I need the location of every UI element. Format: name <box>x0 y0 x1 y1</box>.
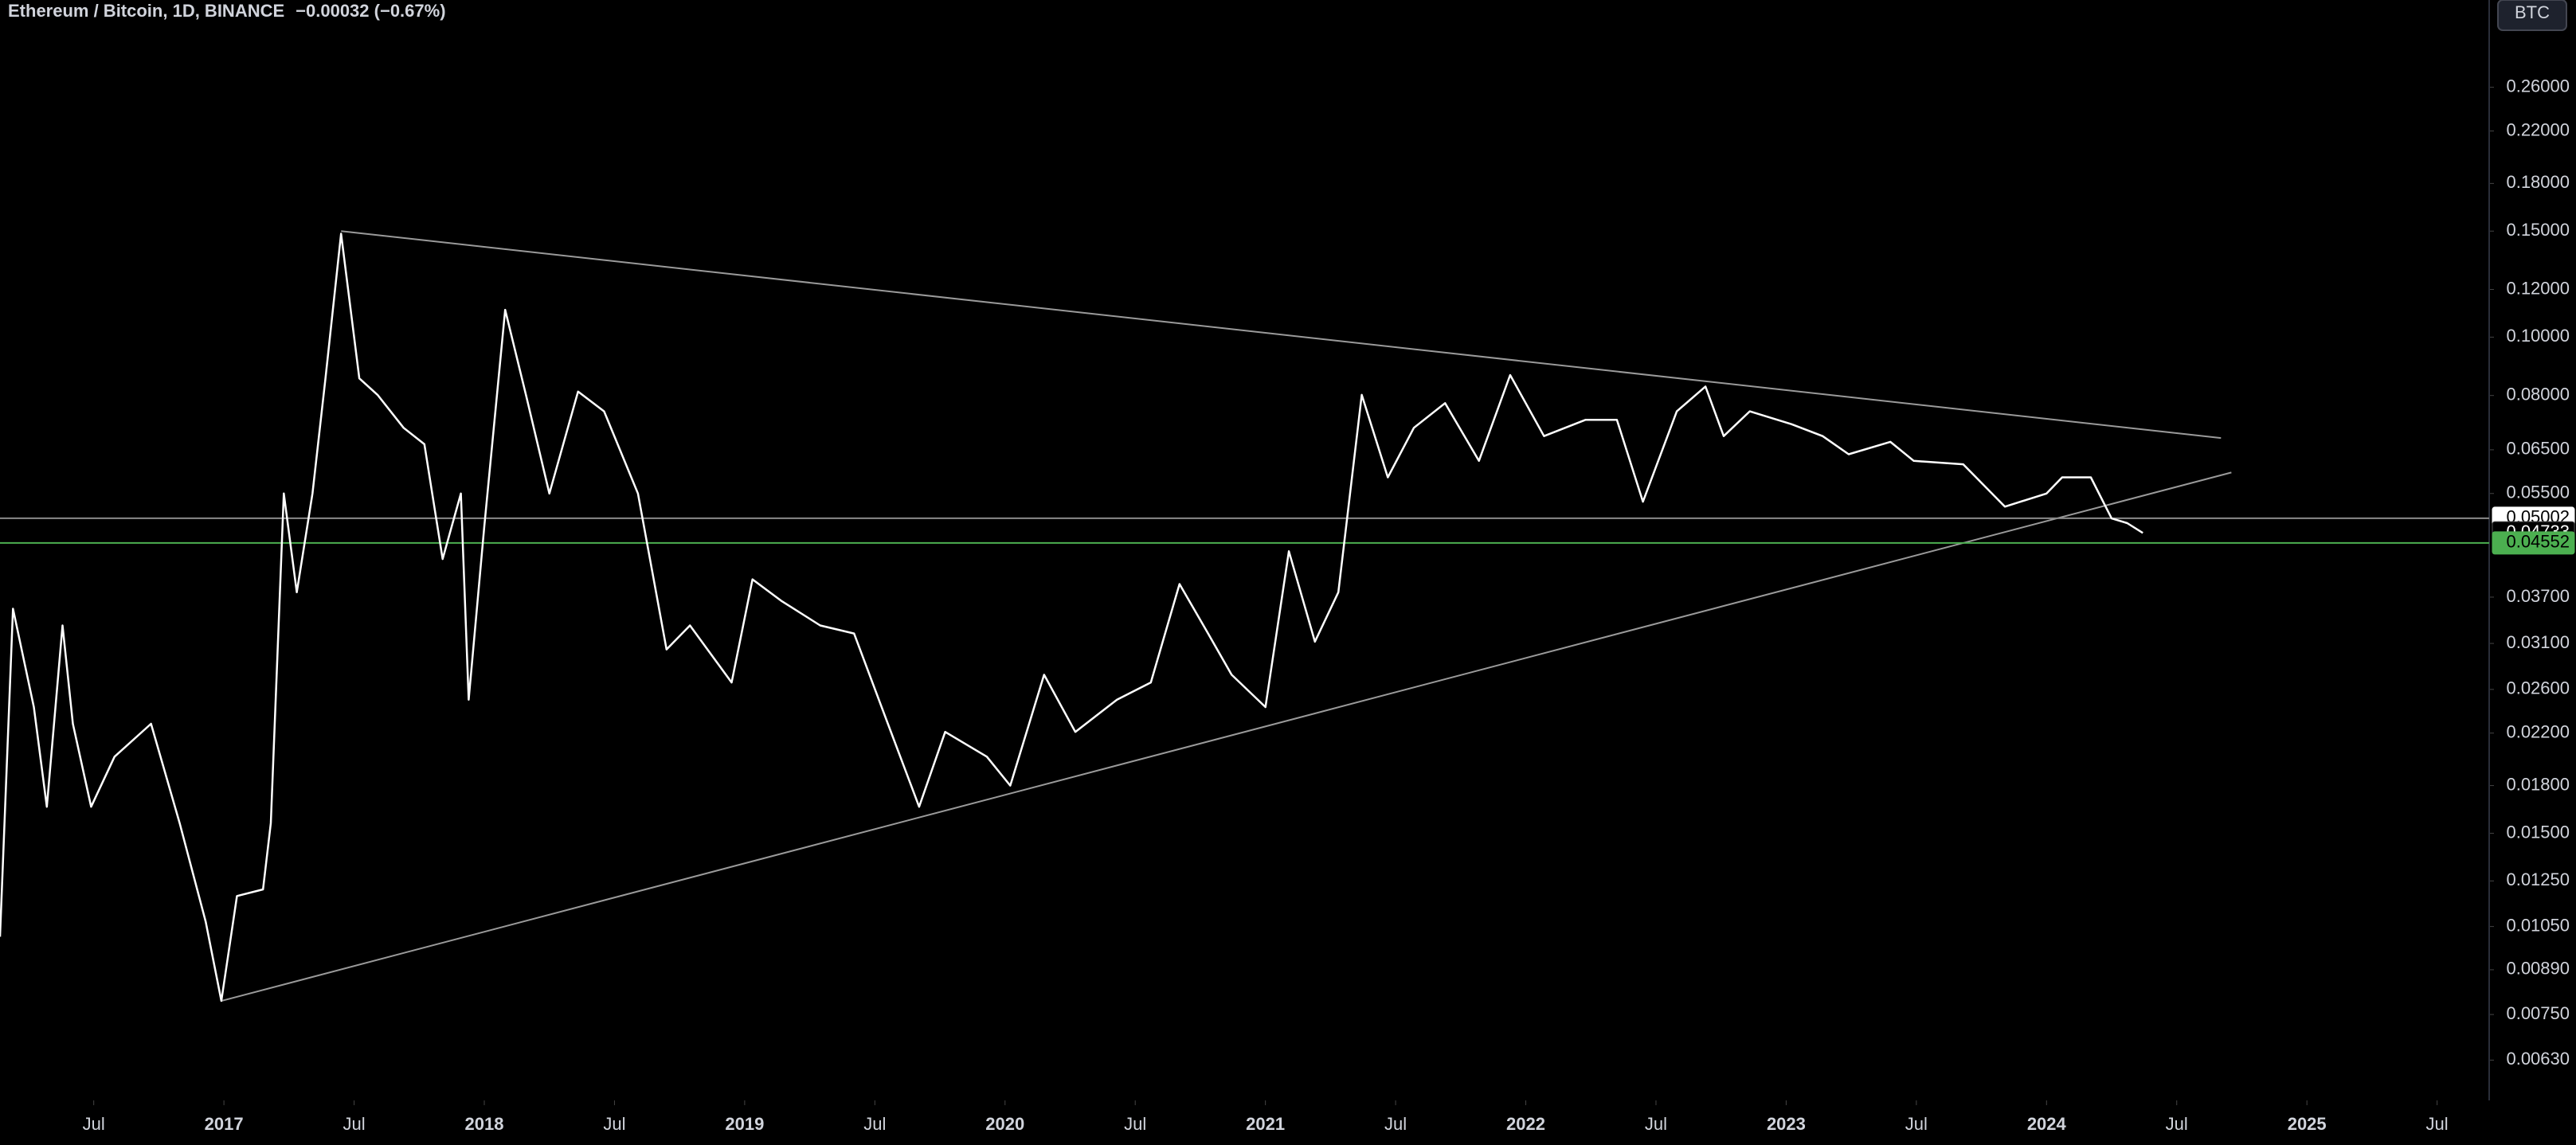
price-label-box <box>2492 531 2575 555</box>
x-tick-label: Jul <box>2426 1114 2449 1134</box>
x-tick-label: Jul <box>343 1114 365 1134</box>
y-tick-label: 0.12000 <box>2506 278 2570 298</box>
x-tick-label: Jul <box>1124 1114 1146 1134</box>
currency-button[interactable] <box>2497 0 2567 31</box>
y-tick-label: 0.01500 <box>2506 822 2570 842</box>
price-change: −0.00032 (−0.67%) <box>296 1 445 21</box>
y-tick-label: 0.08000 <box>2506 385 2570 404</box>
y-tick-label: 0.22000 <box>2506 119 2570 139</box>
trendline <box>221 471 2232 1002</box>
y-tick-label: 0.02600 <box>2506 678 2570 698</box>
currency-button-label[interactable]: BTC <box>2515 2 2550 22</box>
y-tick-label: 0.01050 <box>2506 915 2570 935</box>
chart-title: Ethereum / Bitcoin, 1D, BINANCE <box>8 1 284 21</box>
trendline <box>341 230 2222 440</box>
x-tick-label: Jul <box>83 1114 105 1134</box>
x-tick-label: Jul <box>1384 1114 1407 1134</box>
x-tick-label: 2019 <box>725 1114 764 1134</box>
x-tick-label: Jul <box>1905 1114 1928 1134</box>
y-tick-label: 0.00890 <box>2506 959 2570 979</box>
y-tick-label: 0.10000 <box>2506 326 2570 346</box>
y-tick-label: 0.00750 <box>2506 1003 2570 1023</box>
y-tick-label: 0.00630 <box>2506 1049 2570 1069</box>
x-tick-label: 2023 <box>1767 1114 1806 1134</box>
x-tick-label: Jul <box>2166 1114 2188 1134</box>
x-tick-label: 2017 <box>205 1114 244 1134</box>
y-tick-label: 0.03100 <box>2506 632 2570 652</box>
x-tick-label: 2020 <box>985 1114 1024 1134</box>
x-tick-label: Jul <box>863 1114 886 1134</box>
plot-area <box>0 0 2494 1105</box>
x-tick-label: 2018 <box>465 1114 504 1134</box>
x-tick-label: Jul <box>1645 1114 1667 1134</box>
y-tick-label: 0.06500 <box>2506 439 2570 459</box>
x-tick-label: 2025 <box>2288 1114 2327 1134</box>
price-label: 0.04552 <box>2506 532 2570 552</box>
x-tick-label: Jul <box>603 1114 625 1134</box>
y-tick-label: 0.02200 <box>2506 721 2570 741</box>
price-line-series <box>0 233 2143 1002</box>
y-tick-label: 0.18000 <box>2506 172 2570 192</box>
y-tick-label: 0.05500 <box>2506 483 2570 502</box>
y-tick-label: 0.03700 <box>2506 586 2570 606</box>
y-tick-label: 0.15000 <box>2506 220 2570 240</box>
y-tick-label: 0.26000 <box>2506 76 2570 96</box>
x-tick-label: 2024 <box>2027 1114 2067 1134</box>
y-tick-label: 0.01250 <box>2506 869 2570 889</box>
x-tick-label: 2022 <box>1506 1114 1545 1134</box>
x-tick-label: 2021 <box>1246 1114 1285 1134</box>
y-tick-label: 0.01800 <box>2506 774 2570 794</box>
